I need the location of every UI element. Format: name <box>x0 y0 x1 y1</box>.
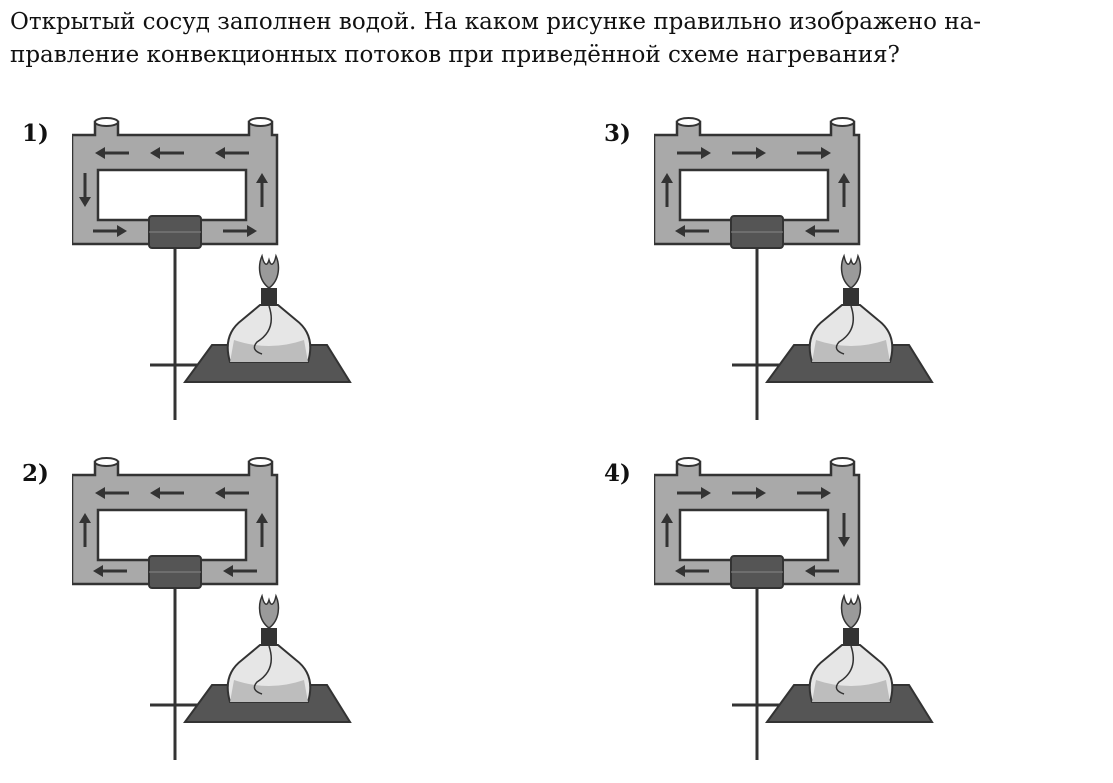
arrow-left-2 <box>79 513 91 547</box>
arrow-right-4 <box>838 513 850 547</box>
question-text: Открытый сосуд заполнен водой. На каком … <box>10 6 1105 72</box>
arrow-bottom-left-4 <box>675 565 709 577</box>
arrow-top-4-3 <box>797 487 831 499</box>
arrow-right-1 <box>256 173 268 207</box>
left-neck-3 <box>676 117 701 127</box>
lamp-fuel-2 <box>230 680 308 702</box>
question-line-2: правление конвекционных потоков при прив… <box>10 42 900 68</box>
right-neck-3 <box>830 117 855 127</box>
arrow-top-3-3 <box>797 147 831 159</box>
arrow-bottom-left-1 <box>93 225 127 237</box>
option-3: 3) <box>604 110 964 440</box>
flame-3 <box>840 253 862 289</box>
arrow-bottom-left-2 <box>93 565 127 577</box>
flame-2 <box>258 593 280 629</box>
lamp-fuel-3 <box>812 340 890 362</box>
arrow-top-3-1 <box>677 147 711 159</box>
arrow-top-3-2 <box>732 147 766 159</box>
option-2-figure <box>72 457 352 760</box>
arrow-top-4-2 <box>732 487 766 499</box>
arrow-top-4-1 <box>677 487 711 499</box>
arrow-right-3 <box>838 173 850 207</box>
left-neck-2 <box>94 457 119 467</box>
option-2-label: 2) <box>22 460 49 487</box>
option-4-figure <box>654 457 934 760</box>
right-neck-2 <box>248 457 273 467</box>
arrow-top-1-2 <box>150 147 184 159</box>
option-4-label: 4) <box>604 460 631 487</box>
lamp-wick-1 <box>253 305 272 355</box>
right-neck-4 <box>830 457 855 467</box>
left-neck-4 <box>676 457 701 467</box>
arrow-bottom-right-3 <box>805 225 839 237</box>
arrow-bottom-right-2 <box>223 565 257 577</box>
lamp-wick-4 <box>835 645 854 695</box>
arrow-top-2-3 <box>215 487 249 499</box>
arrow-left-3 <box>661 173 673 207</box>
left-neck-1 <box>94 117 119 127</box>
lamp-fuel-4 <box>812 680 890 702</box>
arrow-top-1-3 <box>215 147 249 159</box>
option-1-figure <box>72 117 352 420</box>
option-4: 4) <box>604 450 964 780</box>
arrow-right-2 <box>256 513 268 547</box>
arrow-bottom-right-1 <box>223 225 257 237</box>
lamp-cap-2 <box>261 628 277 645</box>
arrow-left-4 <box>661 513 673 547</box>
arrow-left-1 <box>79 173 91 207</box>
flame-4 <box>840 593 862 629</box>
arrow-top-2-2 <box>150 487 184 499</box>
right-neck-1 <box>248 117 273 127</box>
arrow-top-1-1 <box>95 147 129 159</box>
lamp-fuel-1 <box>230 340 308 362</box>
option-3-figure <box>654 117 934 420</box>
lamp-wick-2 <box>253 645 272 695</box>
option-1: 1) <box>22 110 382 440</box>
arrow-bottom-left-3 <box>675 225 709 237</box>
arrow-bottom-right-4 <box>805 565 839 577</box>
lamp-cap-4 <box>843 628 859 645</box>
question-line-1: Открытый сосуд заполнен водой. На каком … <box>10 9 982 35</box>
option-1-label: 1) <box>22 120 49 147</box>
option-2: 2) <box>22 450 382 780</box>
flame-1 <box>258 253 280 289</box>
lamp-wick-3 <box>835 305 854 355</box>
option-3-label: 3) <box>604 120 631 147</box>
arrow-top-2-1 <box>95 487 129 499</box>
lamp-cap-1 <box>261 288 277 305</box>
lamp-cap-3 <box>843 288 859 305</box>
